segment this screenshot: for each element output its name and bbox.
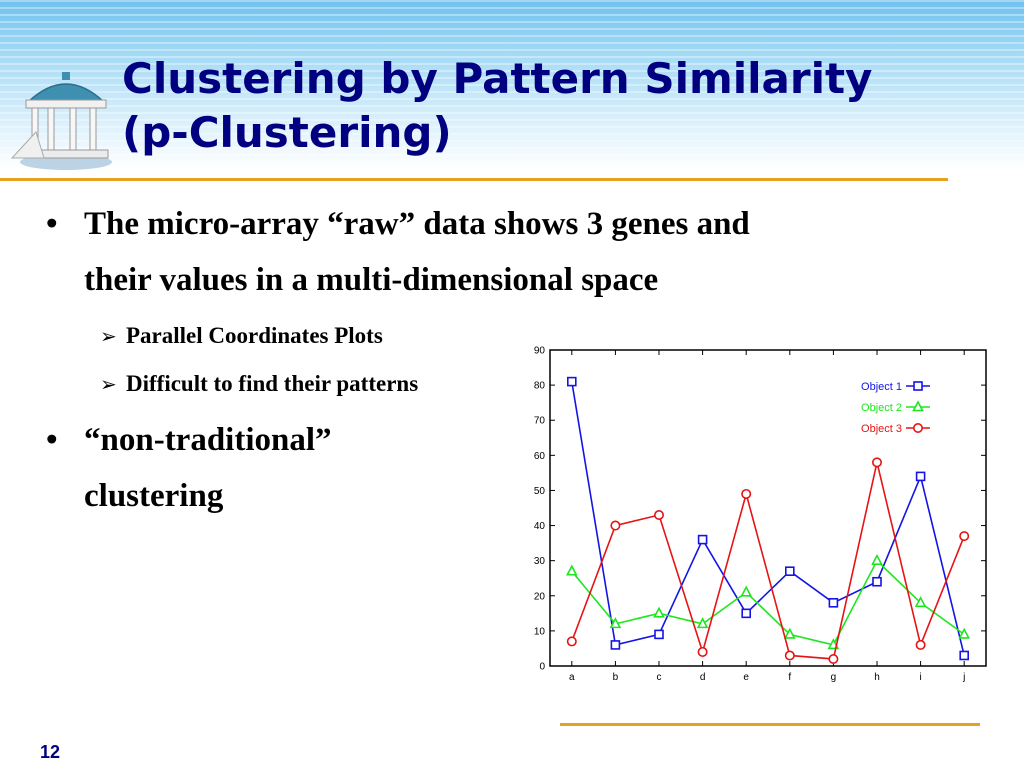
y-tick-label: 50 bbox=[534, 486, 546, 497]
data-point-object-3 bbox=[566, 636, 577, 647]
x-tick-label: a bbox=[569, 672, 575, 683]
parallel-coordinates-chart: 0 10 20 30 40 50 60 70 80 90 a b c d e f g h i j Object 1 Obj… bbox=[520, 340, 1000, 685]
bullet-1-line-1: The micro-array “raw” data shows 3 genes… bbox=[84, 206, 750, 242]
slide-title-line-2: (p-Clustering) bbox=[122, 108, 452, 157]
sub-bullet-1: ➢ Parallel Coordinates Plots bbox=[100, 322, 383, 350]
data-point-object-1 bbox=[915, 471, 926, 482]
data-point-object-1 bbox=[697, 534, 708, 545]
data-point-object-1 bbox=[959, 650, 970, 661]
data-point-object-3 bbox=[915, 639, 926, 650]
bullet-2-line-2: clustering bbox=[84, 478, 224, 514]
data-point-object-1 bbox=[784, 566, 795, 576]
y-tick-label: 90 bbox=[534, 346, 546, 357]
y-tick-label: 0 bbox=[539, 662, 545, 673]
data-point-object-1 bbox=[566, 376, 577, 387]
y-tick-label: 80 bbox=[534, 381, 546, 392]
data-point-object-1 bbox=[828, 597, 839, 608]
y-tick-label: 40 bbox=[534, 521, 546, 532]
data-point-object-3 bbox=[654, 510, 665, 521]
x-tick-label: e bbox=[743, 672, 749, 683]
y-tick-label: 60 bbox=[534, 451, 546, 462]
data-point-object-2 bbox=[783, 627, 796, 639]
data-point-object-2 bbox=[958, 627, 971, 639]
y-tick-label: 10 bbox=[534, 626, 546, 637]
x-tick-label: g bbox=[831, 672, 837, 683]
data-point-object-2 bbox=[653, 606, 665, 618]
data-point-object-1 bbox=[872, 576, 882, 587]
data-point-object-1 bbox=[610, 640, 621, 650]
chart-svg: 0 10 20 30 40 50 60 70 80 90 a b c d e f g h i j Object 1 Obj… bbox=[534, 346, 987, 683]
data-point-object-3 bbox=[610, 520, 621, 531]
footer-divider bbox=[560, 723, 980, 726]
x-tick-label: b bbox=[613, 672, 619, 683]
legend-marker-object-1 bbox=[913, 381, 923, 391]
sub-bullet-2: ➢ Difficult to find their patterns bbox=[100, 370, 418, 398]
title-divider bbox=[0, 178, 948, 181]
x-tick-label: f bbox=[788, 672, 791, 683]
bullet-1: • The micro-array “raw” data shows 3 gen… bbox=[46, 196, 926, 308]
data-point-object-1 bbox=[654, 629, 664, 640]
page-number: 12 bbox=[40, 742, 61, 762]
data-point-object-3 bbox=[784, 650, 795, 661]
legend-label-object-2: Object 2 bbox=[861, 402, 902, 414]
data-point-object-2 bbox=[565, 564, 578, 576]
arrow-bullet-icon: ➢ bbox=[100, 372, 117, 396]
bullet-2: • “non-traditional” clustering bbox=[46, 412, 466, 524]
x-tick-label: c bbox=[657, 672, 662, 683]
legend-marker-object-2 bbox=[912, 400, 924, 412]
legend-label-object-1: Object 1 bbox=[861, 381, 902, 393]
data-point-object-2 bbox=[914, 596, 927, 608]
y-tick-label: 20 bbox=[534, 591, 546, 602]
sub-bullet-2-text: Difficult to find their patterns bbox=[126, 371, 419, 396]
data-point-object-3 bbox=[959, 531, 970, 542]
y-tick-label: 70 bbox=[534, 416, 546, 427]
series-line-object-2 bbox=[571, 559, 965, 646]
x-tick-label: h bbox=[874, 672, 880, 683]
legend-marker-object-3 bbox=[912, 423, 923, 434]
sub-bullet-1-text: Parallel Coordinates Plots bbox=[126, 323, 383, 348]
slide-title: Clustering by Pattern Similarity (p-Clus… bbox=[122, 52, 1002, 160]
bullet-2-line-1: “non-traditional” bbox=[84, 422, 332, 458]
x-tick-label: j bbox=[962, 672, 965, 683]
header-background bbox=[0, 0, 1024, 170]
x-tick-label: d bbox=[700, 672, 706, 683]
series-line-object-3 bbox=[571, 462, 965, 660]
data-point-object-2 bbox=[696, 617, 709, 629]
arrow-bullet-icon: ➢ bbox=[100, 324, 117, 348]
series-line-object-1 bbox=[571, 381, 965, 656]
data-point-object-2 bbox=[609, 617, 622, 629]
x-tick-label: i bbox=[919, 672, 921, 683]
data-point-object-3 bbox=[828, 653, 839, 664]
data-point-object-1 bbox=[741, 608, 751, 619]
y-tick-label: 30 bbox=[534, 556, 546, 567]
bullet-1-line-2: their values in a multi-dimensional spac… bbox=[84, 262, 659, 298]
old-well-logo-icon bbox=[10, 72, 112, 170]
legend-label-object-3: Object 3 bbox=[861, 423, 902, 435]
bullet-dot-icon: • bbox=[46, 422, 58, 458]
data-point-object-2 bbox=[740, 585, 753, 597]
data-point-object-2 bbox=[871, 553, 883, 565]
slide-title-line-1: Clustering by Pattern Similarity bbox=[122, 54, 873, 103]
data-point-object-3 bbox=[741, 488, 752, 499]
data-point-object-3 bbox=[697, 646, 708, 657]
data-point-object-3 bbox=[871, 457, 882, 468]
bullet-dot-icon: • bbox=[46, 206, 58, 242]
